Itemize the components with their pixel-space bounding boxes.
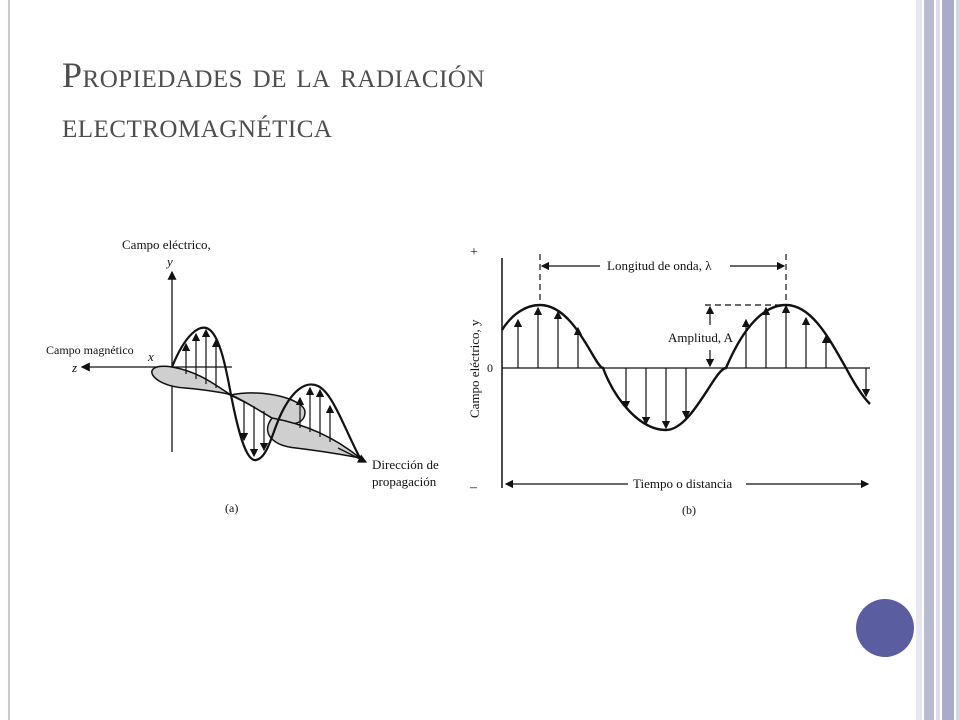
magnetic-lobe-2 [228, 392, 306, 425]
decorative-circle [856, 599, 914, 657]
title-line-2: electromagnética [62, 105, 333, 145]
magnetic-lobe-3 [266, 417, 361, 459]
label-direction-1: Dirección de [372, 457, 439, 472]
slide-title: Propiedades de la radiación electromagné… [62, 50, 882, 150]
caption-b: (b) [682, 503, 696, 517]
caption-a: (a) [225, 501, 238, 515]
label-amplitude: Amplitud, A [668, 330, 734, 345]
label-axis-x: x [147, 349, 154, 364]
electric-arrows-a [181, 328, 335, 458]
right-decorative-bars [916, 0, 960, 720]
label-x-axis: Tiempo o distancia [633, 476, 732, 491]
title-line-1: Propiedades de la radiación [62, 55, 486, 95]
label-zero: 0 [487, 361, 493, 375]
label-y-axis: Campo eléctrico, y [467, 319, 482, 418]
direction-arrow [337, 447, 368, 463]
figure-b-2d-wave: + 0 – Campo eléctrico, y Longitud de ond… [467, 245, 871, 517]
label-minus: – [469, 480, 478, 495]
left-border-rule [8, 0, 10, 720]
label-wavelength: Longitud de onda, λ [607, 258, 712, 273]
magnetic-lobe-1 [151, 365, 232, 396]
electric-wave-b [500, 303, 871, 432]
label-axis-z: z [71, 360, 77, 375]
electric-arrows-b [513, 304, 871, 430]
label-axis-y: y [165, 254, 173, 269]
label-plus: + [470, 245, 478, 260]
figure-a-3d-wave: Campo eléctrico, y Campo magnético x z [46, 237, 439, 515]
electric-wave-a [170, 326, 361, 462]
label-direction-2: propagación [372, 474, 437, 489]
label-electric-field: Campo eléctrico, [122, 237, 211, 252]
label-magnetic-field: Campo magnético [46, 343, 134, 357]
